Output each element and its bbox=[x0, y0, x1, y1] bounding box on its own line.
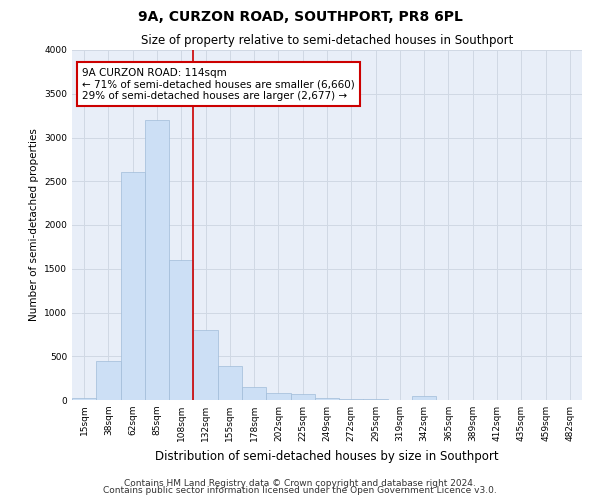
Bar bbox=[364, 399, 388, 400]
Bar bbox=[412, 396, 436, 400]
Bar bbox=[169, 260, 193, 400]
Bar bbox=[242, 387, 266, 400]
Text: Contains public sector information licensed under the Open Government Licence v3: Contains public sector information licen… bbox=[103, 486, 497, 495]
Bar bbox=[266, 394, 290, 400]
Bar bbox=[315, 398, 339, 400]
X-axis label: Distribution of semi-detached houses by size in Southport: Distribution of semi-detached houses by … bbox=[155, 450, 499, 462]
Bar bbox=[72, 398, 96, 400]
Bar bbox=[218, 366, 242, 400]
Bar bbox=[96, 360, 121, 400]
Bar bbox=[145, 120, 169, 400]
Bar bbox=[290, 394, 315, 400]
Title: Size of property relative to semi-detached houses in Southport: Size of property relative to semi-detach… bbox=[141, 34, 513, 48]
Bar bbox=[121, 172, 145, 400]
Bar bbox=[193, 330, 218, 400]
Text: Contains HM Land Registry data © Crown copyright and database right 2024.: Contains HM Land Registry data © Crown c… bbox=[124, 478, 476, 488]
Y-axis label: Number of semi-detached properties: Number of semi-detached properties bbox=[29, 128, 38, 322]
Text: 9A, CURZON ROAD, SOUTHPORT, PR8 6PL: 9A, CURZON ROAD, SOUTHPORT, PR8 6PL bbox=[137, 10, 463, 24]
Text: 9A CURZON ROAD: 114sqm
← 71% of semi-detached houses are smaller (6,660)
29% of : 9A CURZON ROAD: 114sqm ← 71% of semi-det… bbox=[82, 68, 355, 100]
Bar bbox=[339, 399, 364, 400]
